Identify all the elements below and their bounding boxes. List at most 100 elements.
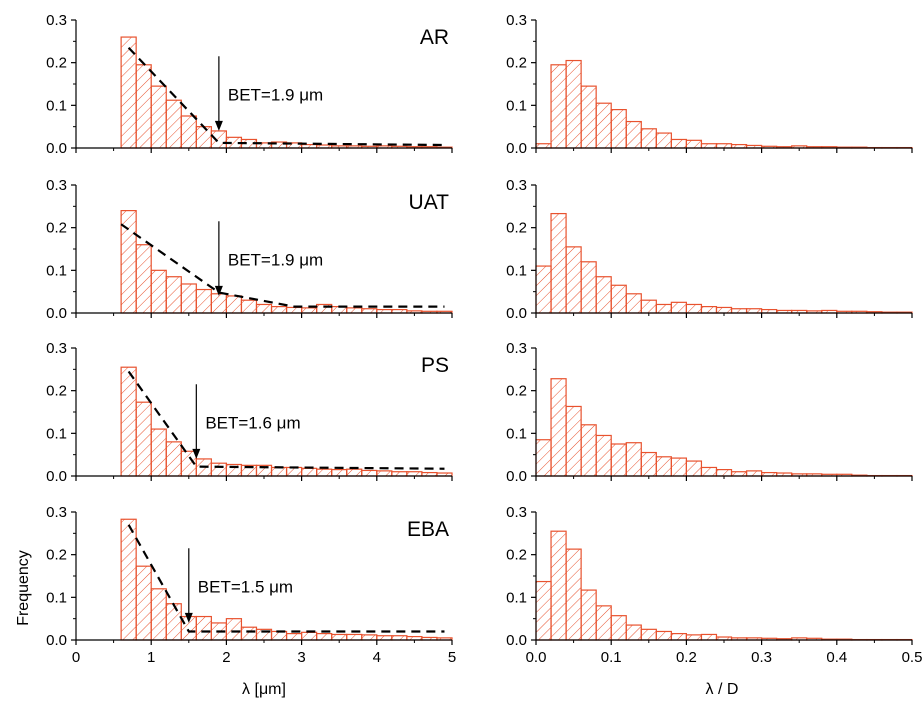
- bar: [536, 144, 551, 148]
- x-tick-label: 0.2: [676, 649, 697, 666]
- bar: [686, 461, 701, 476]
- y-tick-label: 0.3: [506, 177, 527, 194]
- arrow-head: [215, 121, 223, 131]
- bar: [317, 469, 332, 476]
- x-axis-label-right: λ / D: [706, 681, 739, 698]
- bar: [716, 307, 731, 313]
- bar: [581, 262, 596, 313]
- bar: [136, 65, 151, 148]
- bar: [211, 463, 226, 476]
- bar: [671, 302, 686, 313]
- bar: [626, 294, 641, 313]
- bar: [641, 129, 656, 148]
- y-tick-label: 0.0: [46, 305, 67, 322]
- bar: [536, 266, 551, 313]
- panel-6: 0.00.10.20.3: [506, 340, 912, 485]
- bar: [656, 304, 671, 313]
- y-tick-label: 0.1: [46, 97, 67, 114]
- bar: [362, 470, 377, 476]
- bar: [166, 604, 181, 640]
- panel-label: EBA: [407, 518, 449, 541]
- bar: [136, 566, 151, 640]
- bar: [611, 444, 626, 476]
- bar: [596, 103, 611, 148]
- bar: [671, 139, 686, 148]
- bar: [256, 304, 271, 313]
- y-tick-label: 0.0: [506, 305, 527, 322]
- bar: [181, 116, 196, 148]
- bar: [536, 582, 551, 640]
- bar: [641, 629, 656, 640]
- bar: [166, 277, 181, 313]
- bar: [596, 435, 611, 476]
- bar: [566, 247, 581, 313]
- x-tick-label: 4: [373, 649, 381, 666]
- y-tick-label: 0.2: [46, 220, 67, 237]
- bar: [272, 467, 287, 476]
- bar: [551, 65, 566, 148]
- panel-4: 0.00.10.20.3: [506, 177, 912, 322]
- bar: [581, 425, 596, 476]
- y-tick-label: 0.3: [46, 177, 67, 194]
- y-tick-label: 0.1: [46, 589, 67, 606]
- y-tick-label: 0.3: [46, 12, 67, 29]
- y-tick-label: 0.2: [46, 383, 67, 400]
- bar: [701, 467, 716, 476]
- bar: [626, 625, 641, 640]
- bar: [536, 440, 551, 476]
- bar: [716, 144, 731, 148]
- annotation-label: BET=1.9 μm: [228, 86, 323, 105]
- bar: [656, 457, 671, 476]
- bar: [151, 589, 166, 640]
- y-tick-label: 0.0: [46, 140, 67, 157]
- bar: [701, 144, 716, 148]
- bar: [151, 86, 166, 148]
- bar: [671, 634, 686, 640]
- bar: [121, 367, 136, 476]
- bar: [747, 309, 762, 313]
- bar: [136, 245, 151, 313]
- bar: [581, 590, 596, 640]
- y-tick-label: 0.2: [506, 55, 527, 72]
- bar: [716, 470, 731, 476]
- bar: [566, 61, 581, 148]
- bar: [151, 429, 166, 476]
- bar: [272, 307, 287, 313]
- panel-2: 0.00.10.20.3: [506, 12, 912, 157]
- bar: [317, 634, 332, 640]
- y-tick-label: 0.3: [506, 340, 527, 357]
- annotation-label: BET=1.6 μm: [205, 414, 300, 433]
- bar: [377, 471, 392, 476]
- bar: [686, 304, 701, 313]
- bar: [347, 308, 362, 313]
- y-tick-label: 0.1: [506, 97, 527, 114]
- bar: [377, 636, 392, 640]
- y-tick-label: 0.3: [506, 12, 527, 29]
- bar: [656, 631, 671, 640]
- x-tick-label: 3: [297, 649, 305, 666]
- y-tick-label: 0.2: [506, 220, 527, 237]
- bar: [151, 270, 166, 313]
- x-tick-label: 1: [147, 649, 155, 666]
- x-tick-label: 2: [222, 649, 230, 666]
- bar: [611, 285, 626, 313]
- bar: [272, 631, 287, 640]
- bar: [566, 549, 581, 640]
- bar: [566, 406, 581, 476]
- bar: [407, 472, 422, 476]
- bar: [611, 616, 626, 640]
- y-tick-label: 0.2: [506, 547, 527, 564]
- bar: [596, 277, 611, 313]
- bar: [686, 635, 701, 640]
- x-tick-label: 0.1: [601, 649, 622, 666]
- bar: [732, 472, 747, 476]
- bar: [196, 127, 211, 148]
- bar: [671, 458, 686, 476]
- y-tick-label: 0.1: [46, 425, 67, 442]
- x-axis-label-left: λ [μm]: [242, 681, 286, 698]
- x-tick-label: 0.5: [902, 649, 923, 666]
- bar: [166, 442, 181, 476]
